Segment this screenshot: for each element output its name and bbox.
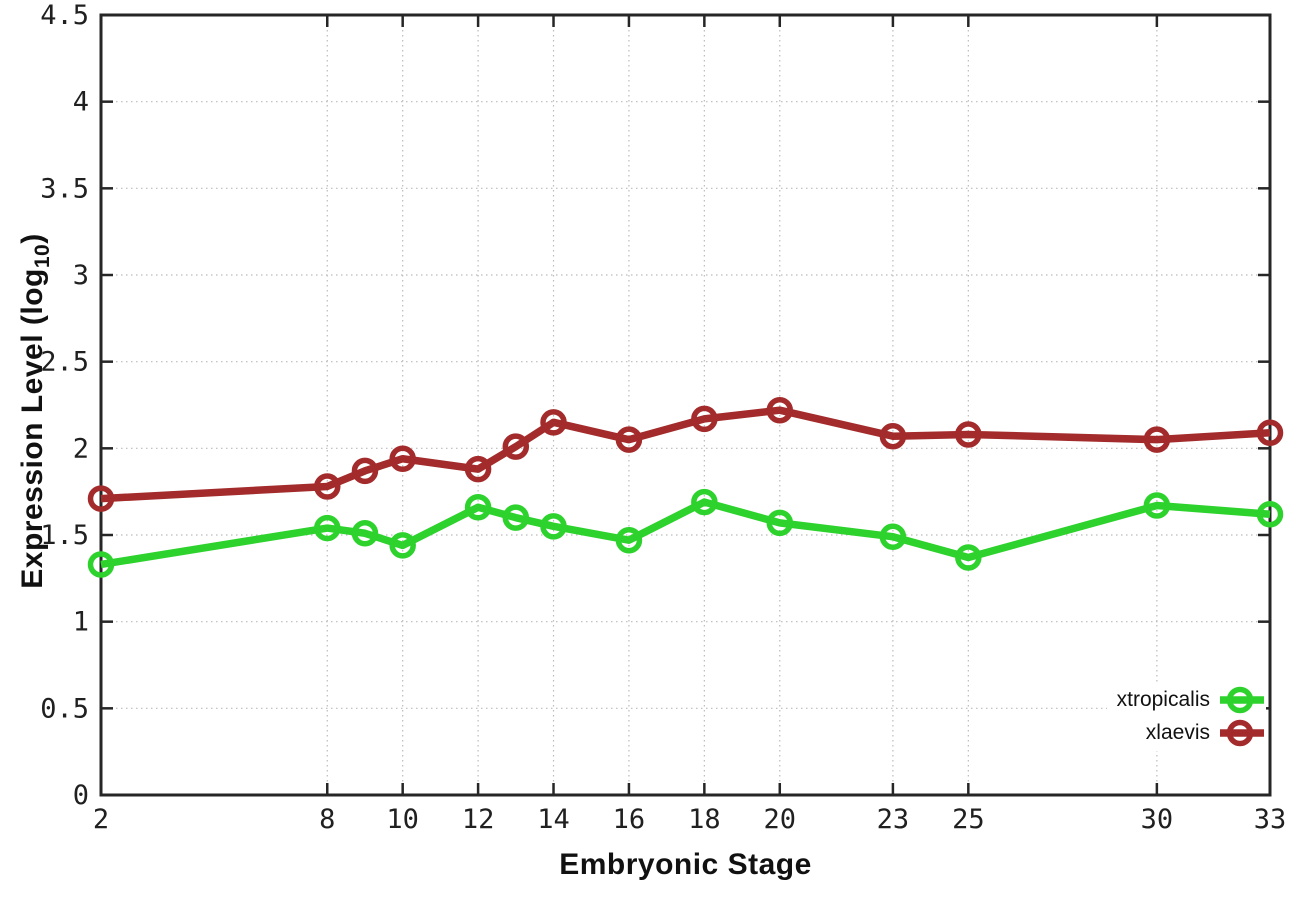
y-tick-label: 1.5 [40, 520, 89, 551]
series-xtropicalis-marker [1256, 500, 1284, 528]
y-tick-label: 1 [73, 607, 89, 638]
series-xtropicalis-marker [502, 504, 530, 531]
x-tick-label: 2 [93, 804, 109, 835]
series-xtropicalis-marker [766, 509, 794, 537]
series-xlaevis-marker [1256, 419, 1284, 446]
x-axis-title: Embryonic Stage [559, 848, 812, 881]
legend-label-xlaevis: xlaevis [1145, 721, 1210, 744]
x-tick-label: 12 [462, 804, 495, 835]
series-xlaevis-marker [615, 426, 643, 453]
series-xlaevis-marker [464, 455, 492, 483]
legend: xtropicalis xlaevis [1106, 682, 1266, 751]
series-xlaevis-marker [1143, 426, 1171, 453]
plot-border [99, 13, 1272, 797]
series-xtropicalis-marker [955, 544, 982, 571]
x-tick-label: 14 [537, 804, 570, 835]
series-xtropicalis-marker [540, 513, 567, 540]
x-tick-label: 25 [952, 804, 985, 835]
legend-sample-circle [1226, 686, 1254, 714]
log-subscript: 10 [31, 243, 54, 269]
legend-sample-circle [1226, 719, 1254, 747]
series-xlaevis-marker [691, 405, 718, 433]
x-tick-label: 8 [319, 804, 335, 835]
series-xlaevis-marker [879, 422, 907, 450]
legend-item-xtropicalis: xtropicalis [1117, 684, 1266, 716]
y-tick-label: 0 [73, 780, 89, 811]
x-tick-label: 23 [877, 804, 910, 835]
y-axis-title: Expression Level (log10) [16, 201, 56, 621]
x-tick-label: 10 [386, 804, 419, 835]
legend-marker-icon [1220, 686, 1264, 714]
series-xtropicalis-marker [464, 494, 492, 521]
x-tick-label: 30 [1141, 804, 1174, 835]
series-xtropicalis-marker [1143, 492, 1171, 519]
series-xtropicalis-marker [314, 514, 341, 542]
series-xlaevis-marker [955, 421, 982, 448]
series-xlaevis-marker [766, 396, 794, 424]
x-tick-label: 18 [688, 804, 721, 835]
legend-item-xlaevis: xlaevis [1146, 717, 1266, 749]
series-xtropicalis-marker [389, 532, 416, 559]
x-tick-label: 33 [1254, 804, 1287, 835]
y-axis-title-text: Expression Level (log [16, 268, 49, 589]
x-tick-label: 16 [613, 804, 646, 835]
y-tick-label: 4.5 [40, 0, 89, 31]
series-xlaevis-line [100, 406, 1271, 503]
y-tick-label: 2 [73, 433, 89, 464]
series-xtropicalis-marker [879, 523, 907, 550]
x-tick-label: 20 [764, 804, 797, 835]
series-xlaevis-marker [389, 445, 416, 472]
y-tick-label: 4 [73, 87, 89, 118]
series-xtropicalis-marker [691, 488, 718, 516]
series-xlaevis-marker [87, 485, 115, 512]
y-axis-title-suffix: ) [16, 233, 49, 244]
series-xlaevis-marker [351, 457, 379, 485]
series-xlaevis-marker [502, 433, 530, 460]
y-tick-label: 3.5 [40, 173, 89, 204]
series-xlaevis-marker [314, 473, 341, 500]
legend-marker-icon [1220, 719, 1264, 747]
series-xtropicalis-marker [87, 551, 115, 578]
y-tick-label: 2.5 [40, 347, 89, 378]
legend-label-xtropicalis: xtropicalis [1116, 688, 1210, 711]
series-xtropicalis-marker [351, 520, 379, 547]
series-xtropicalis-marker [615, 526, 643, 554]
series-xtropicalis-line [100, 498, 1271, 569]
y-tick-label: 3 [73, 260, 89, 291]
y-tick-label: 0.5 [40, 693, 89, 724]
series-xlaevis-marker [540, 409, 567, 436]
